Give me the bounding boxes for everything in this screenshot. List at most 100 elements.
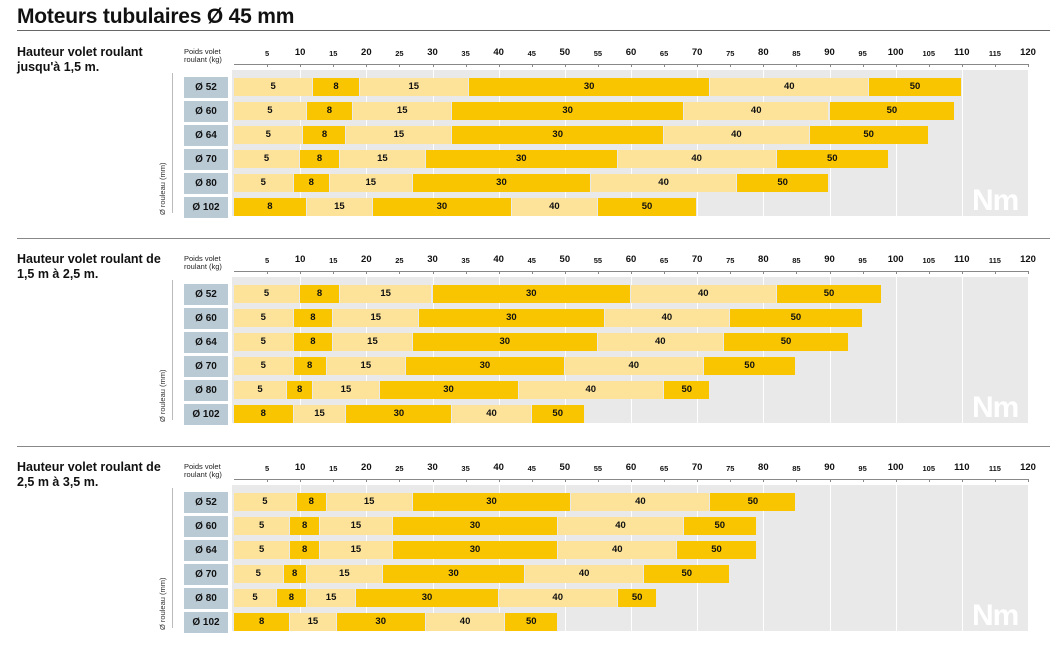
- bar-segment: 50: [683, 517, 756, 535]
- x-tick-label: 75: [726, 49, 735, 58]
- gridline: [961, 277, 963, 423]
- x-tick-mark: [1028, 479, 1029, 482]
- bar-segment: 30: [392, 517, 558, 535]
- bar-segment: 50: [776, 150, 889, 168]
- bar-segment: 40: [511, 198, 597, 216]
- bar-segment: 40: [617, 150, 776, 168]
- row-label: Ø 80: [184, 380, 228, 401]
- unit-label: Nm: [972, 599, 1019, 632]
- x-tick-mark: [564, 271, 566, 274]
- bar-segment: 40: [498, 589, 617, 607]
- bar-segment: 30: [419, 309, 604, 327]
- bar-segment: 5: [234, 285, 300, 303]
- bar-segment: 8: [293, 309, 333, 327]
- bar-segment: 8: [290, 541, 319, 559]
- bar-segment: 5: [234, 174, 293, 192]
- x-tick-label: 120: [1020, 462, 1036, 473]
- x-tick-label: 15: [329, 464, 338, 473]
- x-tick-mark: [597, 271, 599, 274]
- x-tick-label: 55: [593, 256, 603, 265]
- bar-segment: 15: [290, 613, 336, 631]
- x-tick-mark: [862, 64, 864, 67]
- bar-segment: 15: [329, 174, 412, 192]
- x-tick-label: 25: [395, 49, 404, 58]
- x-tick-mark: [763, 479, 765, 482]
- x-tick-label: 40: [493, 462, 504, 473]
- bar-segment: 50: [617, 589, 657, 607]
- x-tick-label: 30: [427, 254, 438, 265]
- x-tick-mark: [796, 479, 798, 482]
- bar-segment: 40: [710, 78, 869, 96]
- bar-segment: 15: [326, 493, 412, 511]
- bar-segment: 5: [234, 357, 293, 375]
- x-tick-mark: [531, 479, 533, 482]
- x-tick-mark: [829, 479, 831, 482]
- bar-segment: 40: [558, 541, 677, 559]
- bar-segment: 15: [333, 309, 419, 327]
- chart-section-3: Hauteur volet roulant de 2,5 m à 3,5 m. P…: [0, 446, 1059, 642]
- row-label: Ø 102: [184, 612, 228, 633]
- bar-segment: 30: [392, 541, 558, 559]
- x-tick-label: 10: [294, 47, 306, 58]
- x-tick-label: 60: [625, 47, 637, 58]
- x-tick-label: 110: [954, 462, 970, 473]
- bar-segment: 5: [234, 493, 296, 511]
- x-tick-label: 95: [858, 49, 867, 58]
- x-tick-mark: [399, 479, 401, 482]
- bar-segment: 5: [234, 517, 290, 535]
- x-tick-mark: [664, 271, 666, 274]
- bar-segment: 30: [372, 198, 511, 216]
- row-label: Ø 60: [184, 308, 228, 329]
- bar-segment: 15: [306, 589, 356, 607]
- row-label: Ø 64: [184, 540, 228, 561]
- x-tick-mark: [399, 64, 401, 67]
- x-tick-label: 20: [361, 254, 372, 265]
- x-tick-mark: [928, 479, 930, 482]
- x-tick-mark: [1028, 64, 1029, 67]
- x-tick-label: 60: [625, 462, 637, 473]
- bar-segment: 50: [703, 357, 796, 375]
- x-tick-label: 15: [329, 256, 338, 265]
- bar-segment: 15: [339, 150, 425, 168]
- x-tick-mark: [697, 64, 699, 67]
- x-tick-mark: [531, 271, 533, 274]
- bar-segment: 30: [346, 405, 452, 423]
- x-tick-label: 5: [264, 49, 270, 58]
- x-tick-mark: [895, 479, 897, 482]
- x-tick-label: 120: [1020, 47, 1036, 58]
- x-tick-mark: [961, 479, 963, 482]
- bar-segment: 30: [425, 150, 617, 168]
- bar-segment: 50: [597, 198, 697, 216]
- row-axis-line: [172, 488, 173, 628]
- x-tick-mark: [333, 271, 335, 274]
- x-tick-mark: [498, 64, 500, 67]
- bar-segment: 8: [283, 565, 306, 583]
- unit-label: Nm: [972, 391, 1019, 424]
- bar-segment: 30: [452, 126, 664, 144]
- bar-segment: 40: [571, 493, 710, 511]
- x-tick-label: 45: [527, 49, 536, 58]
- row-label: Ø 70: [184, 149, 228, 170]
- x-tick-label: 100: [887, 47, 904, 58]
- bar-segment: 5: [234, 541, 290, 559]
- x-tick-label: 45: [527, 256, 536, 265]
- x-tick-label: 110: [954, 254, 970, 265]
- x-tick-label: 70: [691, 47, 703, 58]
- row-axis-line: [172, 280, 173, 420]
- chart-title: Hauteur volet roulant de 1,5 m à 2,5 m.: [17, 252, 161, 281]
- x-tick-label: 95: [858, 464, 867, 473]
- x-tick-label: 105: [922, 464, 936, 473]
- bar-segment: 30: [379, 381, 518, 399]
- x-tick-mark: [399, 271, 401, 274]
- row-label: Ø 102: [184, 404, 228, 425]
- bar-segment: 5: [234, 565, 283, 583]
- bar-segment: 8: [234, 613, 290, 631]
- x-tick-mark: [267, 479, 269, 482]
- x-tick-label: 65: [659, 464, 669, 473]
- x-tick-label: 30: [427, 47, 438, 58]
- x-tick-label: 85: [792, 256, 801, 265]
- row-label: Ø 64: [184, 125, 228, 146]
- x-tick-label: 50: [559, 462, 571, 473]
- row-label: Ø 52: [184, 77, 228, 98]
- x-axis-title: Poids volet roulant (kg): [184, 47, 222, 64]
